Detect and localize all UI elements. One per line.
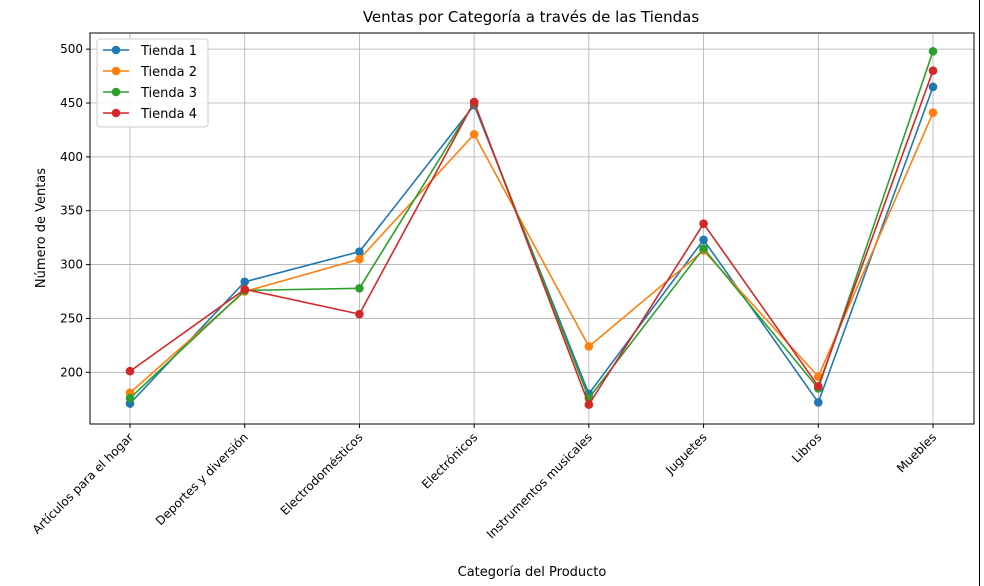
plot-frame: [89, 32, 975, 425]
legend-label: Tienda 3: [140, 86, 197, 101]
data-point: [584, 400, 594, 409]
data-point: [355, 283, 364, 293]
data-point: [928, 108, 938, 118]
legend-box: [96, 38, 209, 128]
data-point: [355, 247, 364, 256]
series-line: [129, 51, 934, 400]
y-tick-label: 250: [60, 311, 83, 325]
y-tick-label: 400: [60, 150, 83, 164]
data-point: [240, 285, 250, 294]
data-point: [240, 277, 250, 287]
data-point: [699, 244, 708, 253]
data-point: [469, 129, 479, 139]
data-point: [928, 82, 938, 92]
y-tick-label: 300: [60, 258, 83, 272]
data-point: [928, 66, 938, 75]
series-line: [129, 70, 934, 407]
y-tick-label: 350: [60, 204, 83, 218]
y-tick-label: 450: [60, 96, 83, 110]
data-point: [355, 254, 364, 264]
legend-label: Tienda 1: [140, 44, 197, 59]
legend: Tienda 1 Tienda 2 Tienda 3 Tienda 4: [96, 38, 209, 128]
legend-marker: [111, 87, 121, 97]
legend-label: Tienda 4: [140, 107, 197, 122]
x-axis-label: Categoría del Producto: [458, 565, 607, 580]
data-point: [699, 219, 708, 228]
legend-marker: [111, 45, 121, 55]
data-point: [125, 366, 135, 376]
legend-item: Tienda 2: [103, 65, 197, 80]
data-point: [584, 342, 594, 351]
y-axis: 200 250 300 350 400 450 500: [60, 42, 90, 379]
legend-item: Tienda 3: [103, 86, 197, 101]
chart-title: Ventas por Categoría a través de las Tie…: [363, 8, 700, 26]
legend-marker: [111, 66, 121, 76]
data-point: [699, 235, 708, 245]
legend-marker: [111, 108, 121, 118]
data-point: [125, 393, 135, 403]
legend-label: Tienda 2: [140, 65, 197, 80]
series-4: [125, 66, 938, 409]
y-tick-label: 200: [60, 365, 83, 379]
legend-item: Tienda 4: [103, 107, 197, 122]
data-point: [813, 382, 823, 391]
data-point: [928, 47, 938, 56]
y-axis-label: Número de Ventas: [34, 168, 49, 288]
data-point: [813, 398, 823, 407]
legend-item: Tienda 1: [103, 44, 197, 59]
data-point: [355, 309, 364, 319]
data-point: [469, 97, 479, 107]
y-tick-label: 500: [60, 42, 83, 56]
series-line: [129, 112, 934, 394]
series-layer: [125, 47, 938, 409]
